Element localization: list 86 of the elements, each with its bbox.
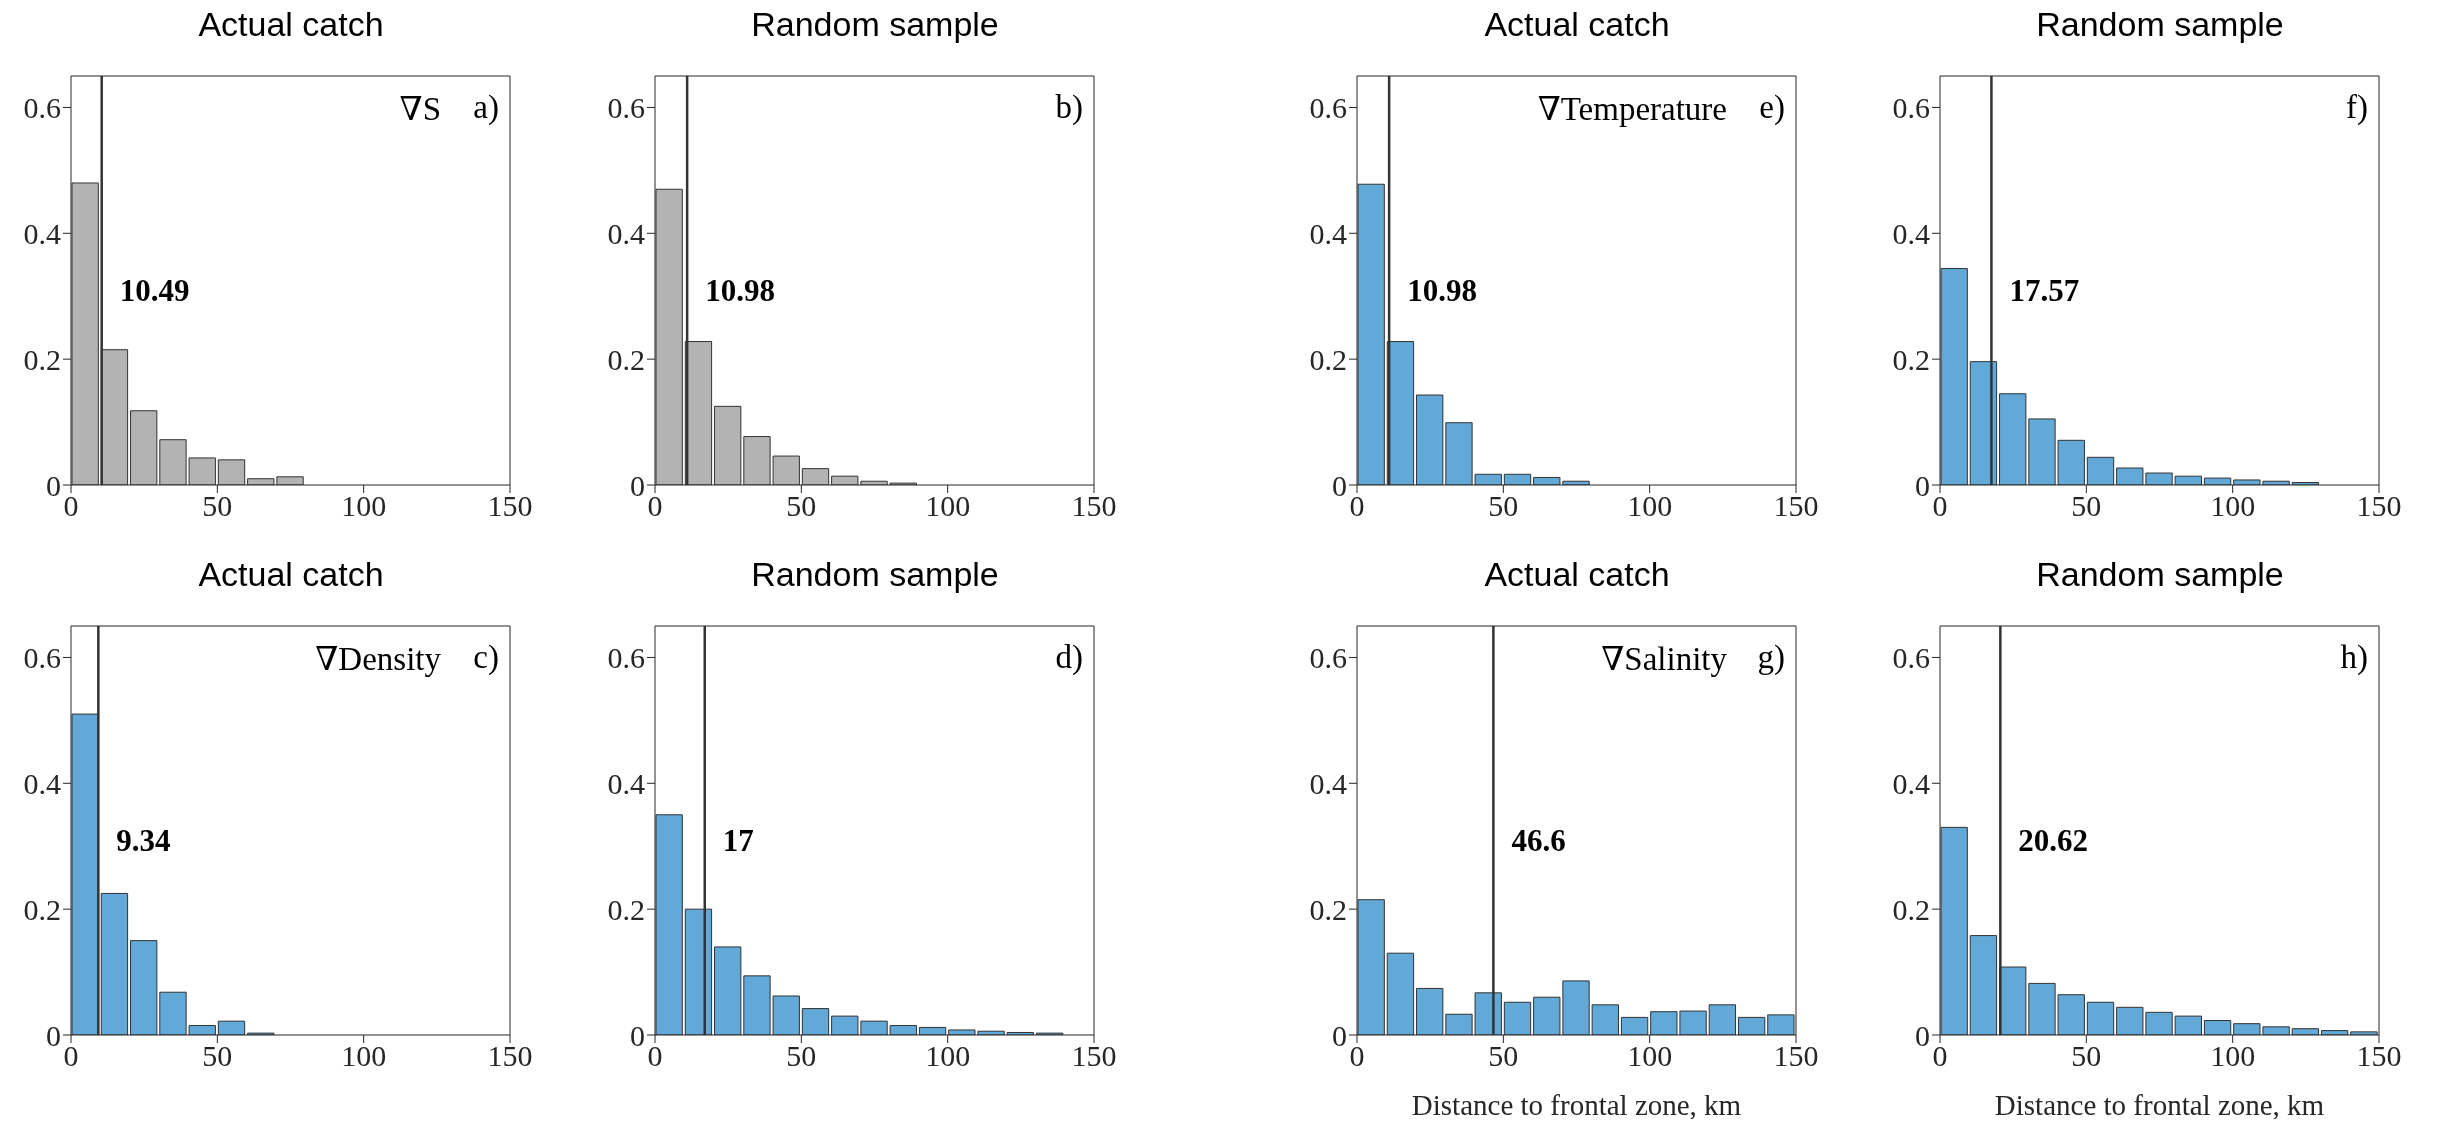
x-tick-label: 50 bbox=[202, 489, 233, 523]
annotation: b) bbox=[1055, 89, 1083, 126]
y-tick-label: 0 bbox=[630, 1018, 645, 1052]
x-tick-label: 100 bbox=[925, 1039, 971, 1073]
annotation: a) bbox=[473, 89, 499, 126]
y-tick-label: 0.6 bbox=[1309, 91, 1347, 125]
x-tick-label: 150 bbox=[1071, 489, 1117, 523]
x-tick-label: 50 bbox=[202, 1039, 233, 1073]
x-tick-label: 150 bbox=[1773, 489, 1819, 523]
y-tick-label: 0.2 bbox=[1309, 342, 1347, 376]
x-tick-label: 100 bbox=[341, 1039, 387, 1073]
annotation: h) bbox=[2340, 639, 2368, 676]
x-tick-label: 50 bbox=[786, 489, 817, 523]
y-tick-label: 0.2 bbox=[1309, 892, 1347, 926]
y-tick-label: 0.4 bbox=[23, 766, 61, 800]
chart-title: Random sample bbox=[750, 554, 1000, 595]
x-axis-title: Distance to frontal zone, km bbox=[1994, 1089, 2325, 1121]
y-tick-label: 0.2 bbox=[607, 342, 645, 376]
y-tick-label: 0 bbox=[1915, 1018, 1930, 1052]
x-tick-label: 100 bbox=[1627, 489, 1673, 523]
annotation: g) bbox=[1757, 639, 1785, 676]
y-tick-label: 0.2 bbox=[1892, 892, 1930, 926]
x-tick-label: 100 bbox=[2210, 1039, 2256, 1073]
x-tick-label: 50 bbox=[1488, 1039, 1519, 1073]
chart-title: Actual catch bbox=[1483, 4, 1671, 45]
ref-line-label: 9.34 bbox=[116, 822, 171, 858]
x-tick-label: 100 bbox=[925, 489, 971, 523]
ref-line-label: 17 bbox=[722, 822, 754, 858]
x-tick-label: 150 bbox=[487, 489, 533, 523]
annotation: ∇S bbox=[399, 90, 441, 128]
ref-line-label: 17.57 bbox=[2009, 272, 2080, 308]
x-tick-label: 50 bbox=[786, 1039, 817, 1073]
chart-title: Random sample bbox=[750, 4, 1000, 45]
annotation: ∇Temperature bbox=[1537, 90, 1727, 128]
y-tick-label: 0.2 bbox=[1892, 342, 1930, 376]
chart-title: Actual catch bbox=[1483, 554, 1671, 595]
y-tick-label: 0.4 bbox=[23, 216, 61, 250]
y-tick-label: 0.6 bbox=[23, 91, 61, 125]
y-tick-label: 0.4 bbox=[1892, 766, 1930, 800]
x-tick-label: 150 bbox=[487, 1039, 533, 1073]
annotation: ∇Density bbox=[315, 640, 441, 678]
ref-line-label: 20.62 bbox=[2018, 822, 2089, 858]
annotation: ∇Salinity bbox=[1601, 640, 1727, 678]
x-tick-label: 100 bbox=[341, 489, 387, 523]
x-tick-label: 50 bbox=[1488, 489, 1519, 523]
x-tick-label: 100 bbox=[1627, 1039, 1673, 1073]
ref-line-label: 10.98 bbox=[1407, 272, 1477, 308]
x-tick-label: 150 bbox=[2356, 1039, 2402, 1073]
y-tick-label: 0.4 bbox=[1309, 766, 1347, 800]
y-tick-label: 0.2 bbox=[23, 342, 61, 376]
x-tick-label: 50 bbox=[2071, 1039, 2102, 1073]
y-tick-label: 0 bbox=[1915, 468, 1930, 502]
y-tick-label: 0.6 bbox=[23, 641, 61, 675]
y-tick-label: 0.6 bbox=[1892, 91, 1930, 125]
y-tick-label: 0 bbox=[1332, 468, 1347, 502]
annotation: e) bbox=[1759, 89, 1785, 126]
y-tick-label: 0.6 bbox=[1892, 641, 1930, 675]
y-tick-label: 0.4 bbox=[607, 216, 645, 250]
x-tick-label: 100 bbox=[2210, 489, 2256, 523]
y-tick-label: 0.6 bbox=[607, 641, 645, 675]
ref-line-label: 46.6 bbox=[1511, 822, 1566, 858]
y-tick-label: 0 bbox=[46, 468, 61, 502]
x-tick-label: 150 bbox=[1773, 1039, 1819, 1073]
ref-line-label: 10.98 bbox=[705, 272, 775, 308]
y-tick-label: 0 bbox=[46, 1018, 61, 1052]
y-tick-label: 0.4 bbox=[1892, 216, 1930, 250]
annotation: d) bbox=[1055, 639, 1083, 676]
x-tick-label: 50 bbox=[2071, 489, 2102, 523]
chart-title: Actual catch bbox=[197, 554, 385, 595]
x-axis-title: Distance to frontal zone, km bbox=[1411, 1089, 1742, 1121]
x-tick-label: 150 bbox=[1071, 1039, 1117, 1073]
annotation: f) bbox=[2346, 89, 2368, 126]
annotation: c) bbox=[473, 639, 499, 676]
chart-title: Random sample bbox=[2035, 554, 2285, 595]
y-tick-label: 0.6 bbox=[1309, 641, 1347, 675]
chart-title: Random sample bbox=[2035, 4, 2285, 45]
y-tick-label: 0.2 bbox=[23, 892, 61, 926]
y-tick-label: 0.4 bbox=[1309, 216, 1347, 250]
ref-line-label: 10.49 bbox=[119, 272, 190, 308]
y-tick-label: 0.6 bbox=[607, 91, 645, 125]
y-tick-label: 0.4 bbox=[607, 766, 645, 800]
chart-title: Actual catch bbox=[197, 4, 385, 45]
y-tick-label: 0.2 bbox=[607, 892, 645, 926]
y-tick-label: 0 bbox=[630, 468, 645, 502]
y-tick-label: 0 bbox=[1332, 1018, 1347, 1052]
x-tick-label: 150 bbox=[2356, 489, 2402, 523]
